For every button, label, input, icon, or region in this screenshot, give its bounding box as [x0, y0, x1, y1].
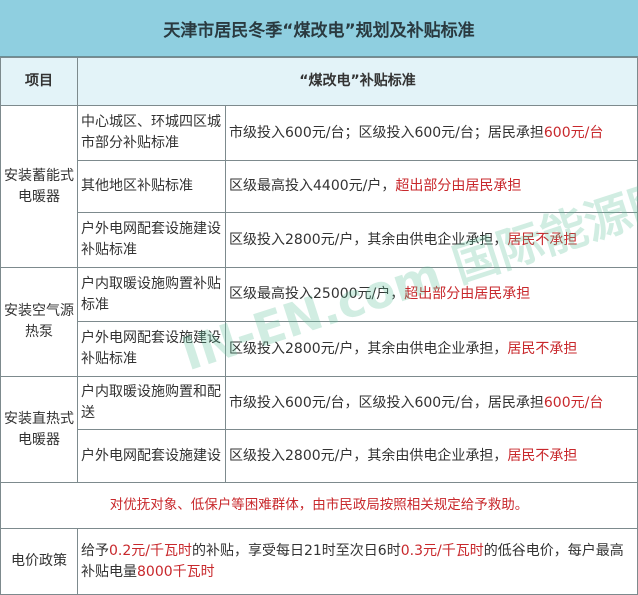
header-item: 项目: [0, 57, 78, 106]
standard-highlight: 居民不承担: [507, 231, 578, 248]
standard-text: 区级最高投入25000元/户，: [229, 286, 405, 302]
sub-item: 户外电网配套设施建设: [77, 429, 226, 483]
price-r3: 8000千瓦时: [137, 563, 215, 580]
sub-item: 中心城区、环城四区城市部分补贴标准: [77, 105, 226, 161]
standard-highlight: 600元/台: [543, 394, 604, 411]
table-row: 安装空气源热泵 户内取暖设施购置补贴标准 区级最高投入25000元/户，超出部分由居…: [0, 267, 638, 377]
price-p3: 的低谷电价，每户最高补贴电量: [81, 542, 624, 580]
group-name: 安装直热式电暖器: [0, 376, 78, 483]
table-row: 户外电网配套设施建设 区级投入2800元/户，其余由供电企业承担，居民不承担: [1, 429, 638, 483]
standard-highlight: 超出部分由居民承担: [395, 178, 522, 194]
price-p1: 给予: [81, 542, 109, 559]
header-row: 项目 “煤改电”补贴标准: [0, 57, 638, 106]
table-row: 户外电网配套设施建设补贴标准 区级投入2800元/户，其余由供电企业承担，居民不承…: [1, 321, 638, 377]
price-r2: 0.3元/千瓦时: [400, 542, 484, 559]
table-row: 安装直热式电暖器 户内取暖设施购置和配送 市级投入600元/台，区级投入600元/台…: [0, 376, 638, 483]
standard-cell: 区级最高投入25000元/户，超出部分由居民承担: [225, 267, 638, 322]
price-text: 给予0.2元/千瓦时的补贴，享受每日21时至次日6时0.3元/千瓦时的低谷电价，…: [77, 528, 638, 595]
standard-highlight: 超出部分由居民承担: [404, 286, 531, 302]
standard-cell: 区级最高投入4400元/户，超出部分由居民承担: [225, 160, 638, 213]
standard-cell: 区级投入2800元/户，其余由供电企业承担，居民不承担: [225, 212, 638, 268]
standard-text: 区级投入2800元/户，其余由供电企业承担，: [229, 447, 508, 464]
price-row: 电价政策 给予0.2元/千瓦时的补贴，享受每日21时至次日6时0.3元/千瓦时的…: [0, 528, 638, 595]
header-standard: “煤改电”补贴标准: [77, 57, 638, 106]
standard-text: 区级投入2800元/户，其余由供电企业承担，: [229, 231, 508, 248]
subsidy-table: 项目 “煤改电”补贴标准 安装蓄能式电暖器 中心城区、环城四区城市部分补贴标准 市级…: [0, 57, 638, 595]
sub-item: 其他地区补贴标准: [77, 160, 226, 213]
standard-highlight: 600元/台: [543, 124, 604, 141]
standard-text: 市级投入600元/台；区级投入600元/台；居民承担: [229, 124, 544, 141]
table-row: 安装蓄能式电暖器 中心城区、环城四区城市部分补贴标准 市级投入600元/台；区级投入…: [0, 105, 638, 268]
standard-cell: 区级投入2800元/户，其余由供电企业承担，居民不承担: [225, 429, 638, 483]
table-title: 天津市居民冬季“煤改电”规划及补贴标准: [0, 0, 638, 57]
note-row: 对优抚对象、低保户等困难群体，由市民政局按照相关规定给予救助。: [0, 482, 638, 529]
sub-item: 户内取暖设施购置和配送: [77, 376, 226, 430]
note-text: 对优抚对象、低保户等困难群体，由市民政局按照相关规定给予救助。: [0, 482, 638, 529]
table-row: 户外电网配套设施建设补贴标准 区级投入2800元/户，其余由供电企业承担，居民不承…: [1, 212, 638, 268]
group-name: 安装空气源热泵: [0, 267, 78, 377]
standard-text: 市级投入600元/台，区级投入600元/台，居民承担: [229, 394, 544, 411]
standard-highlight: 居民不承担: [507, 340, 578, 357]
price-p2: 的补贴，享受每日21时至次日6时: [191, 542, 401, 559]
standard-highlight: 居民不承担: [507, 447, 578, 464]
standard-text: 区级投入2800元/户，其余由供电企业承担，: [229, 340, 508, 357]
group-name: 安装蓄能式电暖器: [0, 105, 78, 268]
standard-cell: 区级投入2800元/户，其余由供电企业承担，居民不承担: [225, 321, 638, 377]
sub-item: 户外电网配套设施建设补贴标准: [77, 321, 226, 377]
standard-text: 区级最高投入4400元/户，: [229, 178, 396, 194]
standard-cell: 市级投入600元/台；区级投入600元/台；居民承担600元/台: [225, 105, 638, 161]
sub-item: 户外电网配套设施建设补贴标准: [77, 212, 226, 268]
standard-cell: 市级投入600元/台，区级投入600元/台，居民承担600元/台: [225, 376, 638, 430]
table-row: 其他地区补贴标准 区级最高投入4400元/户，超出部分由居民承担: [1, 160, 638, 213]
price-label: 电价政策: [0, 528, 78, 595]
sub-item: 户内取暖设施购置补贴标准: [77, 267, 226, 322]
price-r1: 0.2元/千瓦时: [109, 542, 192, 559]
